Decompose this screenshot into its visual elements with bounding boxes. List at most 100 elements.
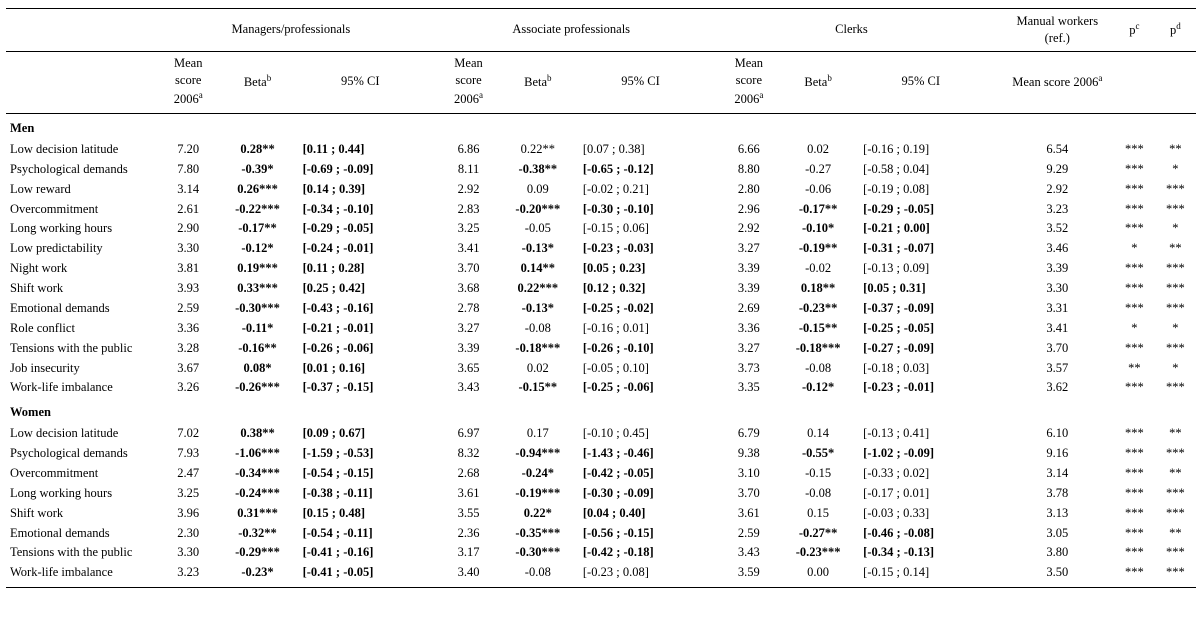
pc-cell: *** (1114, 463, 1155, 483)
ci-cell: [0.05 ; 0.23] (579, 259, 702, 279)
ci-cell: [-0.54 ; -0.11] (299, 523, 422, 543)
table-row: Work-life imbalance3.26-0.26***[-0.37 ; … (6, 378, 1196, 398)
table-row: Low reward3.140.26***[0.14 ; 0.39]2.920.… (6, 179, 1196, 199)
mean-cell: 3.67 (160, 358, 216, 378)
gap-cell (702, 279, 720, 299)
gap-cell (702, 563, 720, 588)
pc-cell: *** (1114, 139, 1155, 159)
gap-cell (982, 239, 1000, 259)
sub-mean-2: Mean score 2006a (440, 51, 496, 113)
pd-cell: *** (1155, 179, 1196, 199)
pd-cell: * (1155, 358, 1196, 378)
ci-cell: [0.12 ; 0.32] (579, 279, 702, 299)
ci-cell: [-0.41 ; -0.05] (299, 563, 422, 588)
beta-cell: 0.22* (497, 503, 579, 523)
mean-cell: 2.96 (721, 199, 777, 219)
gap-cell (982, 199, 1000, 219)
gap-cell (702, 298, 720, 318)
gap-cell (982, 444, 1000, 464)
beta-cell: 0.00 (777, 563, 859, 588)
manual-mean-cell: 3.78 (1001, 483, 1114, 503)
mean-cell: 2.90 (160, 219, 216, 239)
gap-cell (982, 338, 1000, 358)
gap-cell (422, 219, 440, 239)
row-label: Night work (6, 259, 160, 279)
gap-cell (982, 503, 1000, 523)
pc-cell: *** (1114, 279, 1155, 299)
ci-cell: [-0.03 ; 0.33] (859, 503, 982, 523)
beta-cell: -0.16** (216, 338, 298, 358)
mean-cell: 2.78 (440, 298, 496, 318)
row-label: Emotional demands (6, 523, 160, 543)
mean-cell: 3.68 (440, 279, 496, 299)
mean-cell: 3.23 (160, 563, 216, 588)
row-label: Overcommitment (6, 199, 160, 219)
gap-cell (982, 563, 1000, 588)
ci-cell: [-0.16 ; 0.19] (859, 139, 982, 159)
table-row: Night work3.810.19***[0.11 ; 0.28]3.700.… (6, 259, 1196, 279)
mean-cell: 3.25 (440, 219, 496, 239)
pc-cell: *** (1114, 298, 1155, 318)
mean-cell: 3.36 (160, 318, 216, 338)
pc-cell: * (1114, 239, 1155, 259)
sub-beta-3: Betab (777, 51, 859, 113)
manual-mean-cell: 3.41 (1001, 318, 1114, 338)
ci-cell: [-0.19 ; 0.08] (859, 179, 982, 199)
manual-mean-cell: 3.80 (1001, 543, 1114, 563)
row-label: Shift work (6, 503, 160, 523)
beta-cell: 0.22*** (497, 279, 579, 299)
mean-cell: 3.96 (160, 503, 216, 523)
beta-cell: -0.23*** (777, 543, 859, 563)
row-label: Tensions with the public (6, 338, 160, 358)
row-label: Role conflict (6, 318, 160, 338)
gap-cell (702, 378, 720, 398)
beta-cell: -0.08 (497, 318, 579, 338)
beta-cell: -0.23* (216, 563, 298, 588)
mean-cell: 7.20 (160, 139, 216, 159)
beta-cell: -0.08 (777, 483, 859, 503)
gap-cell (422, 463, 440, 483)
gap-cell (982, 219, 1000, 239)
beta-cell: -0.29*** (216, 543, 298, 563)
gap-cell (702, 159, 720, 179)
beta-cell: -0.08 (497, 563, 579, 588)
sub-mean-3: Mean score 2006a (721, 51, 777, 113)
ci-cell: [-0.21 ; -0.01] (299, 318, 422, 338)
mean-cell: 3.70 (721, 483, 777, 503)
manual-mean-cell: 9.16 (1001, 444, 1114, 464)
manual-mean-cell: 2.92 (1001, 179, 1114, 199)
manual-mean-cell: 3.05 (1001, 523, 1114, 543)
mean-cell: 9.38 (721, 444, 777, 464)
group-header-2: Associate professionals (440, 9, 702, 52)
table-row: Emotional demands2.59-0.30***[-0.43 ; -0… (6, 298, 1196, 318)
table-row: Overcommitment2.61-0.22***[-0.34 ; -0.10… (6, 199, 1196, 219)
gap-cell (702, 543, 720, 563)
gap-cell (702, 463, 720, 483)
row-label: Tensions with the public (6, 543, 160, 563)
gap-cell (702, 179, 720, 199)
table-row: Tensions with the public3.30-0.29***[-0.… (6, 543, 1196, 563)
mean-cell: 2.59 (160, 298, 216, 318)
ci-cell: [-0.18 ; 0.03] (859, 358, 982, 378)
ci-cell: [-0.65 ; -0.12] (579, 159, 702, 179)
table-row: Psychological demands7.80-0.39*[-0.69 ; … (6, 159, 1196, 179)
group-header-1: Managers/professionals (160, 9, 422, 52)
ci-cell: [-0.10 ; 0.45] (579, 424, 702, 444)
table-row: Low decision latitude7.020.38**[0.09 ; 0… (6, 424, 1196, 444)
sub-ci-3: 95% CI (859, 51, 982, 113)
gap-cell (702, 424, 720, 444)
table-row: Role conflict3.36-0.11*[-0.21 ; -0.01]3.… (6, 318, 1196, 338)
mean-cell: 8.80 (721, 159, 777, 179)
beta-cell: -0.06 (777, 179, 859, 199)
mean-cell: 3.43 (721, 543, 777, 563)
pd-header: pd (1155, 9, 1196, 52)
beta-cell: -0.30*** (497, 543, 579, 563)
pc-cell: *** (1114, 503, 1155, 523)
mean-cell: 2.30 (160, 523, 216, 543)
gap-cell (422, 424, 440, 444)
mean-cell: 3.10 (721, 463, 777, 483)
beta-cell: 0.38** (216, 424, 298, 444)
table-row: Overcommitment2.47-0.34***[-0.54 ; -0.15… (6, 463, 1196, 483)
beta-cell: -0.30*** (216, 298, 298, 318)
pc-cell: *** (1114, 199, 1155, 219)
